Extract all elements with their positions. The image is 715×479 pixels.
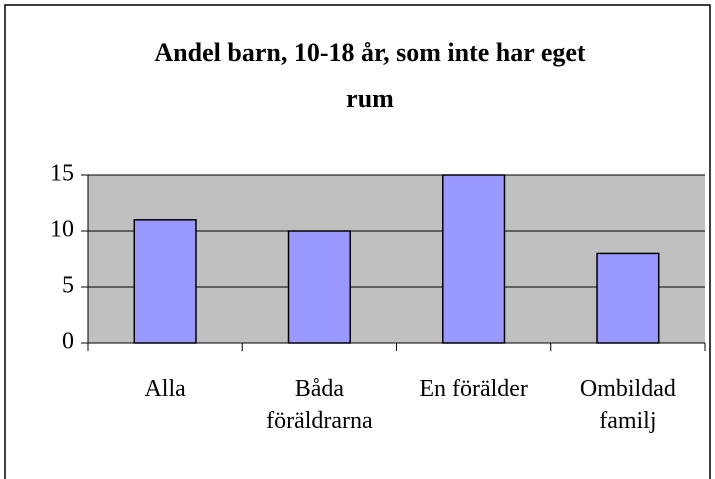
bar	[596, 252, 660, 344]
x-tick-label: Ombildad familj	[579, 376, 676, 434]
y-tick-label: 10	[50, 217, 74, 243]
y-tick-label: 15	[50, 161, 74, 187]
bar	[442, 174, 506, 344]
x-tick-label: En förälder	[419, 376, 528, 402]
chart-border	[4, 4, 711, 479]
x-tick-label: Båda föräldrarna	[266, 376, 373, 434]
chart-title: Andel barn, 10-18 år, som inte har eget …	[154, 38, 586, 113]
y-tick-label: 0	[62, 329, 74, 355]
y-tick-label: 5	[62, 273, 74, 299]
bar	[287, 230, 351, 344]
x-tick-label: Alla	[144, 376, 186, 402]
bar	[133, 219, 197, 344]
